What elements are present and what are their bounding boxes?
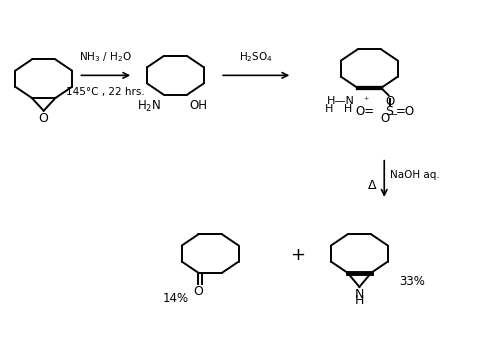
Text: H   H: H H bbox=[326, 104, 352, 114]
Text: =O: =O bbox=[396, 105, 415, 118]
Text: O: O bbox=[385, 95, 394, 108]
Text: Δ: Δ bbox=[368, 179, 377, 192]
Text: H: H bbox=[354, 294, 364, 307]
Text: H$_2$SO$_4$: H$_2$SO$_4$ bbox=[240, 51, 273, 64]
Text: 14%: 14% bbox=[162, 292, 188, 305]
Text: O$^-$: O$^-$ bbox=[380, 112, 399, 125]
Text: H—N: H—N bbox=[327, 96, 355, 106]
Text: NaOH aq.: NaOH aq. bbox=[390, 171, 440, 180]
Text: 33%: 33% bbox=[399, 275, 425, 288]
Text: +: + bbox=[290, 246, 304, 264]
Text: S: S bbox=[386, 105, 394, 118]
Text: OH: OH bbox=[190, 99, 208, 112]
Text: O: O bbox=[38, 113, 48, 125]
Text: H$_2$N: H$_2$N bbox=[137, 99, 161, 114]
Text: $^+$: $^+$ bbox=[362, 95, 370, 104]
Text: O: O bbox=[194, 285, 203, 298]
Text: N: N bbox=[354, 287, 364, 301]
Text: O=: O= bbox=[356, 105, 374, 118]
Text: 145°C , 22 hrs.: 145°C , 22 hrs. bbox=[66, 87, 145, 97]
Text: NH$_3$ / H$_2$O: NH$_3$ / H$_2$O bbox=[80, 50, 132, 64]
